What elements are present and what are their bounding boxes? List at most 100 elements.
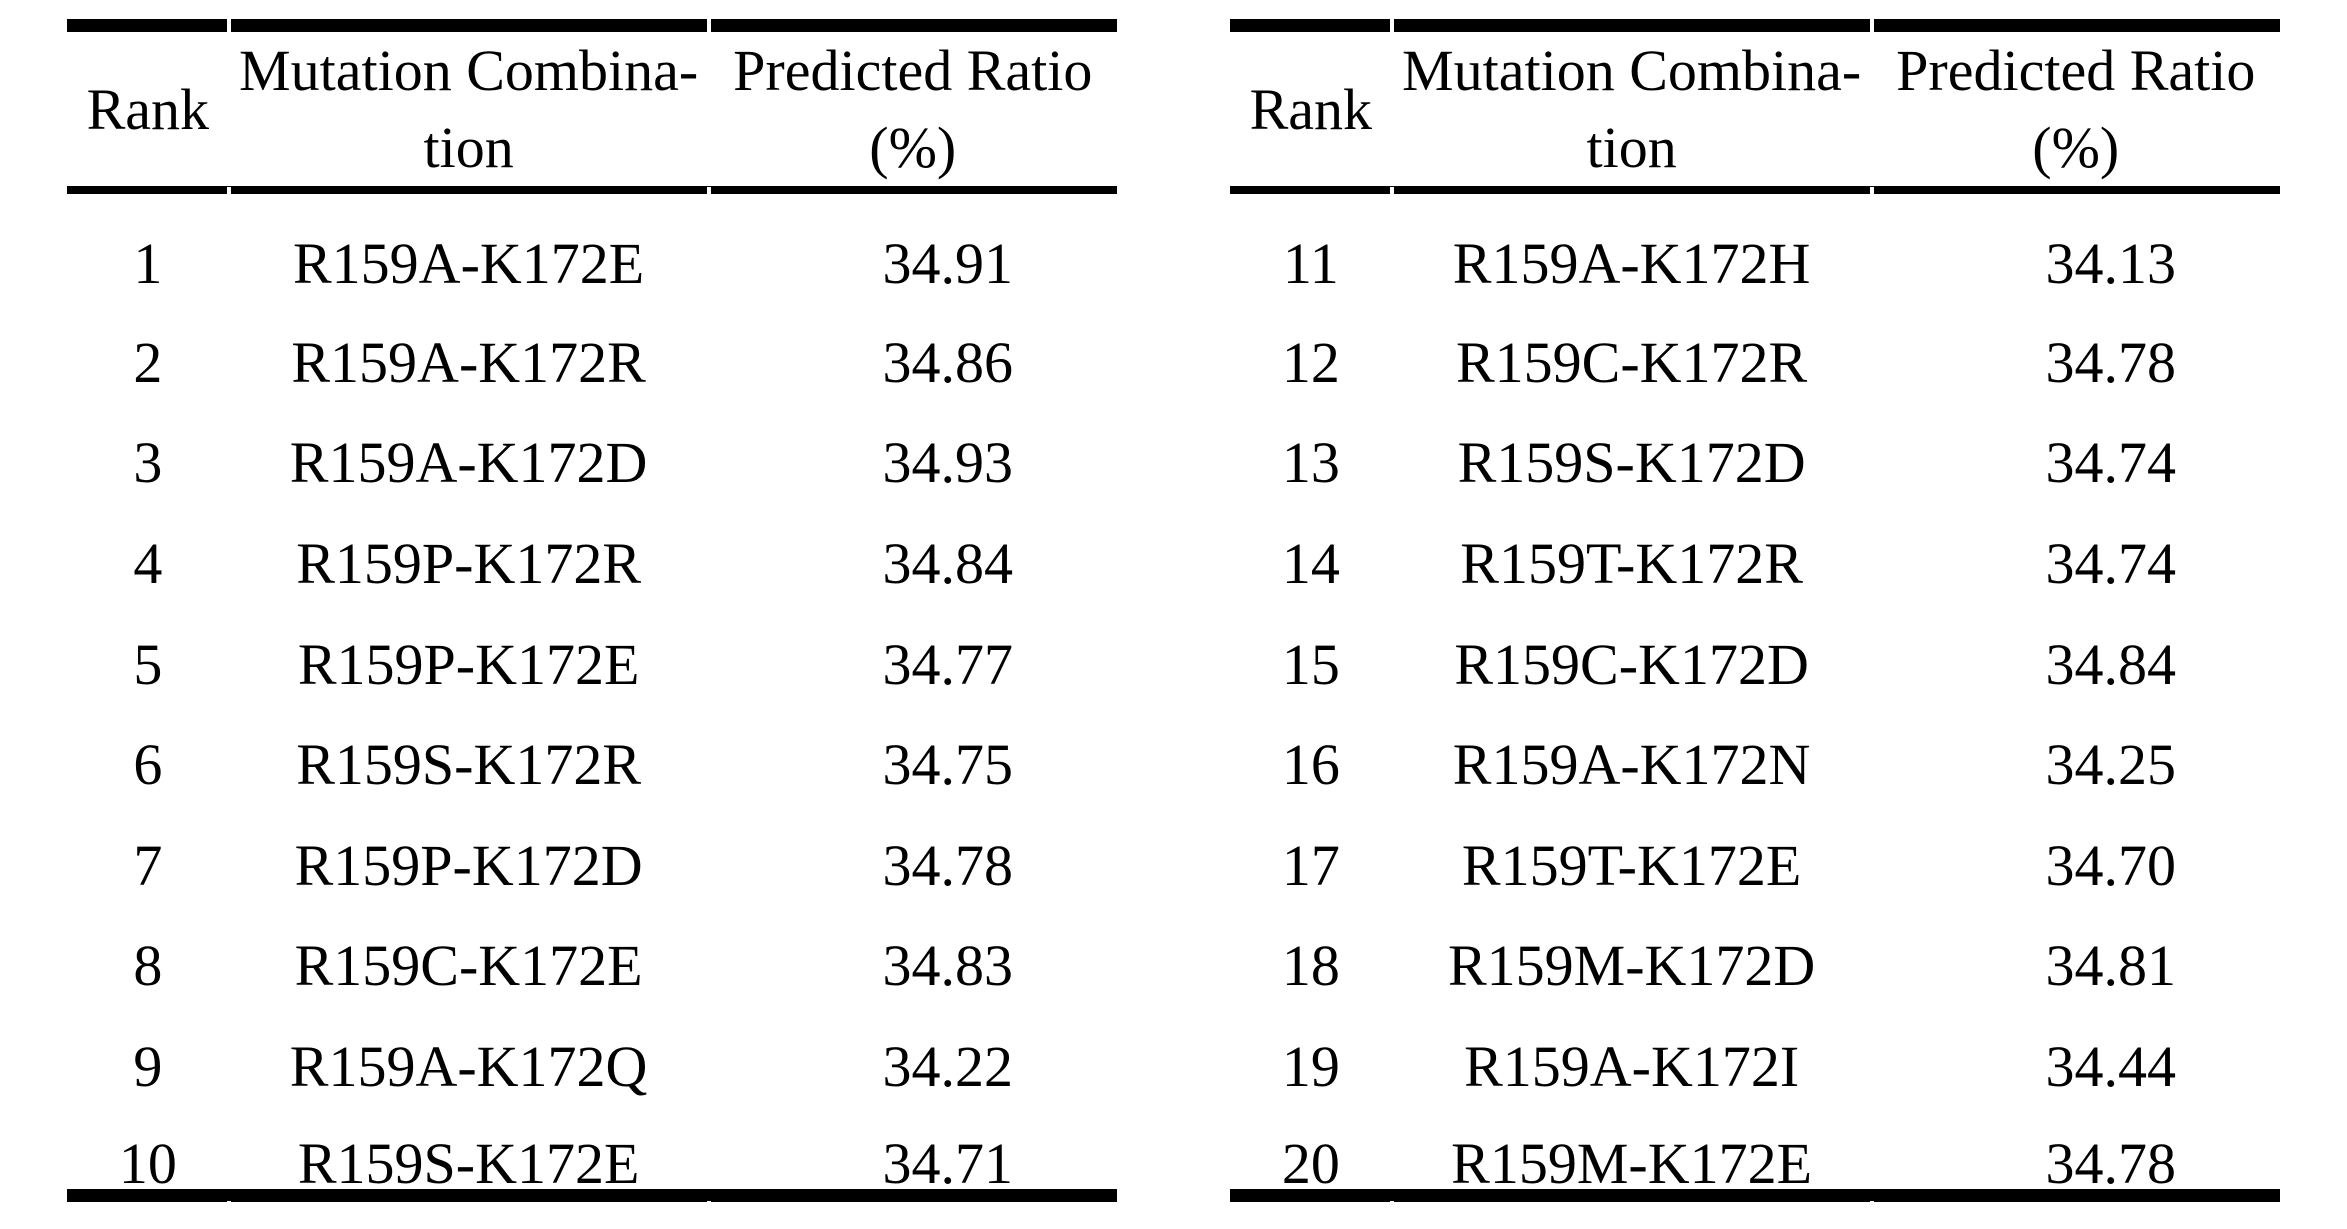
mutation-value: R159T-K172E <box>1461 832 1802 898</box>
rank-value: 16 <box>1281 732 1340 798</box>
rule-seam <box>1870 19 1874 32</box>
rank-cell: 19 <box>1230 995 1392 1096</box>
ratio-cell: 34.71 <box>709 1095 1117 1196</box>
table-row: 15 R159C-K172D 34.84 <box>1230 592 2280 693</box>
rank-cell: 12 <box>1230 291 1392 391</box>
mutation-value: R159A-K172N <box>1452 732 1811 798</box>
ranking-table-right: Rank Mutation Combina- tion Predicted Ra… <box>1230 19 2280 1214</box>
rule-seam <box>1870 187 1874 195</box>
table-row: 14 R159T-K172R 34.74 <box>1230 492 2280 593</box>
rank-value: 13 <box>1281 430 1340 496</box>
rank-cell: 16 <box>1230 693 1392 794</box>
rank-value: 14 <box>1281 531 1340 597</box>
mutation-value: R159A-K172R <box>291 329 646 395</box>
mutation-cell: R159A-K172I <box>1392 995 1872 1096</box>
rank-cell: 5 <box>67 592 229 693</box>
ratio-cell: 34.86 <box>709 291 1117 395</box>
rank-cell: 4 <box>67 492 229 593</box>
ratio-cell: 34.13 <box>1872 190 2280 297</box>
ratio-column-header-label: Predicted Ratio (%) <box>1896 38 2256 180</box>
rank-value: 8 <box>133 933 163 999</box>
rank-cell: 20 <box>1230 1095 1392 1196</box>
mutation-value: R159A-K172E <box>293 231 645 297</box>
ratio-cell: 34.78 <box>1872 1095 2280 1196</box>
rank-value: 20 <box>1281 1131 1340 1197</box>
rank-cell: 1 <box>67 190 229 293</box>
ratio-cell: 34.78 <box>709 794 1117 898</box>
rank-column-header: Rank <box>1230 25 1392 194</box>
table-row: 20 R159M-K172E 34.78 <box>1230 1095 2280 1196</box>
ratio-value: 34.84 <box>882 531 1014 597</box>
ratio-cell: 34.74 <box>1872 391 2280 492</box>
table-row: 8 R159C-K172E 34.83 <box>67 894 1117 995</box>
rank-cell: 18 <box>1230 894 1392 995</box>
table-row: 5 R159P-K172E 34.77 <box>67 592 1117 693</box>
mutation-cell: R159P-K172R <box>229 492 709 593</box>
ratio-value: 34.84 <box>2045 631 2177 697</box>
ratio-cell: 34.75 <box>709 693 1117 794</box>
mutation-value: R159A-K172Q <box>289 1034 648 1100</box>
rank-cell: 13 <box>1230 391 1392 492</box>
rule-seam <box>1870 1201 1874 1214</box>
rank-value: 4 <box>133 531 163 597</box>
ratio-column-header-label: Predicted Ratio (%) <box>733 38 1093 180</box>
rank-column-header-label: Rank <box>1249 76 1373 142</box>
table-row: 19 R159A-K172I 34.44 <box>1230 995 2280 1096</box>
ratio-cell: 34.78 <box>1872 291 2280 395</box>
ratio-value: 34.77 <box>882 631 1014 697</box>
rank-value: 18 <box>1281 933 1340 999</box>
rank-cell: 10 <box>67 1095 229 1196</box>
ratio-cell: 34.83 <box>709 894 1117 995</box>
ratio-column-header: Predicted Ratio (%) <box>1871 25 2280 194</box>
mutation-value: R159T-K172R <box>1460 531 1803 597</box>
rank-value: 17 <box>1281 832 1340 898</box>
rank-value: 7 <box>133 832 163 898</box>
ratio-value: 34.78 <box>2045 329 2177 395</box>
table-row: 1 R159A-K172E 34.91 <box>67 190 1117 297</box>
rule-seam <box>1390 187 1394 195</box>
mutation-value: R159S-K172D <box>1457 430 1806 496</box>
header-row: Rank Mutation Combina- tion Predicted Ra… <box>1230 25 2280 194</box>
mutation-value: R159M-K172E <box>1451 1131 1813 1197</box>
ratio-value: 34.86 <box>882 329 1014 395</box>
rule-seam <box>707 187 711 195</box>
ratio-value: 34.74 <box>2045 430 2177 496</box>
rank-cell: 17 <box>1230 794 1392 898</box>
mutation-cell: R159A-K172E <box>229 190 709 297</box>
table-row: 4 R159P-K172R 34.84 <box>67 492 1117 593</box>
rank-value: 6 <box>133 732 163 798</box>
ratio-cell: 34.84 <box>709 492 1117 593</box>
rank-value: 10 <box>118 1131 177 1197</box>
ratio-column-header: Predicted Ratio (%) <box>708 25 1117 194</box>
mutation-column-header: Mutation Combina- tion <box>1391 25 1872 194</box>
ratio-value: 34.93 <box>882 430 1014 496</box>
table-row: 7 R159P-K172D 34.78 <box>67 794 1117 898</box>
rank-value: 11 <box>1282 231 1339 297</box>
ranking-table-left-grid: Rank Mutation Combina- tion Predicted Ra… <box>67 19 1117 1203</box>
mutation-cell: R159T-K172E <box>1392 794 1872 898</box>
rank-value: 9 <box>133 1034 163 1100</box>
ratio-value: 34.78 <box>882 832 1014 898</box>
mutation-value: R159S-K172E <box>297 1131 640 1197</box>
ratio-value: 34.25 <box>2045 732 2177 798</box>
mutation-value: R159M-K172D <box>1447 933 1816 999</box>
table-row: 9 R159A-K172Q 34.22 <box>67 995 1117 1096</box>
mutation-cell: R159S-K172R <box>229 693 709 794</box>
ratio-value: 34.78 <box>2045 1131 2177 1197</box>
rank-cell: 8 <box>67 894 229 995</box>
ratio-value: 34.71 <box>882 1131 1014 1197</box>
rank-cell: 9 <box>67 995 229 1096</box>
ratio-cell: 34.44 <box>1872 995 2280 1096</box>
mutation-cell: R159C-K172D <box>1392 592 1872 693</box>
table-row: 12 R159C-K172R 34.78 <box>1230 291 2280 395</box>
table-body: 1 R159A-K172E 34.91 2 R159A-K172R 34.86 … <box>67 190 1117 1196</box>
ratio-cell: 34.25 <box>1872 693 2280 794</box>
table-row: 6 R159S-K172R 34.75 <box>67 693 1117 794</box>
ratio-cell: 34.77 <box>709 592 1117 693</box>
rule-seam <box>227 19 231 32</box>
rule-seam <box>1390 1201 1394 1214</box>
ratio-cell: 34.84 <box>1872 592 2280 693</box>
ratio-value: 34.74 <box>2045 531 2177 597</box>
ratio-value: 34.13 <box>2045 231 2177 297</box>
